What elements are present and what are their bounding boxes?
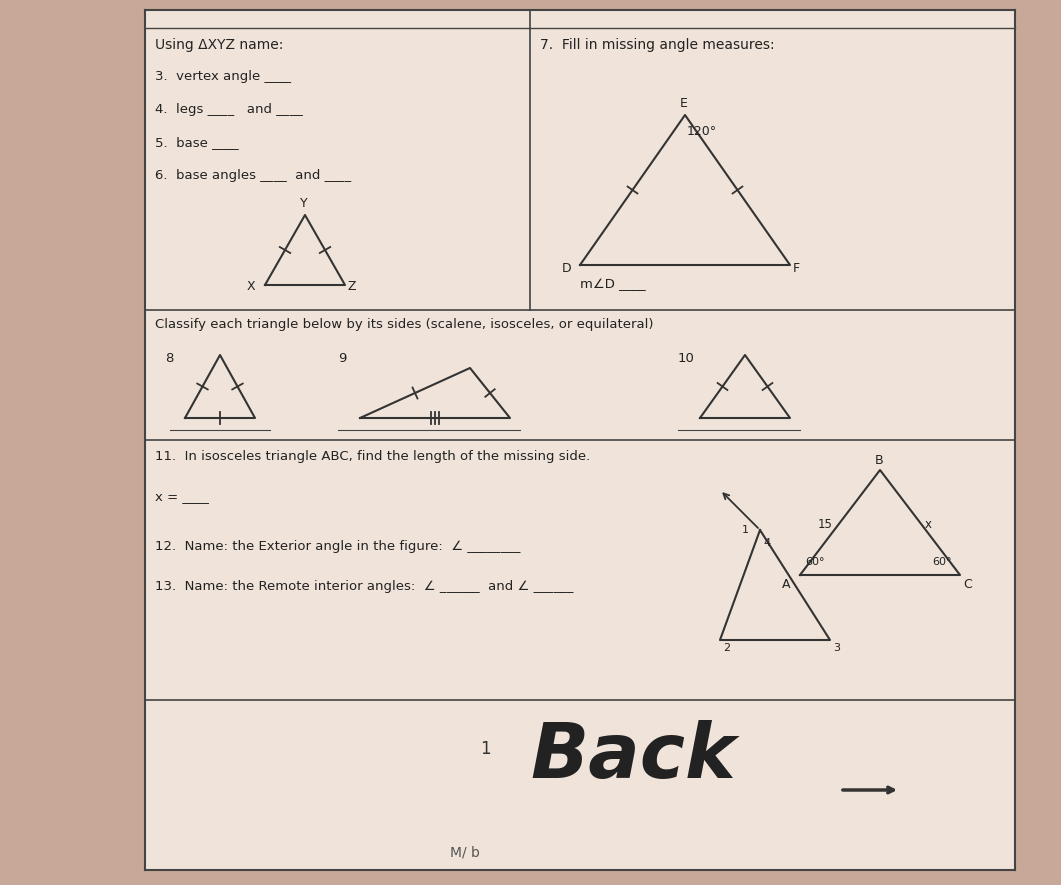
Text: 2: 2 <box>723 643 730 653</box>
Text: 10: 10 <box>678 352 695 365</box>
Text: Z: Z <box>348 280 356 293</box>
Text: 4: 4 <box>763 538 770 548</box>
Text: 60°: 60° <box>932 557 952 567</box>
Text: Y: Y <box>300 197 308 210</box>
Text: D: D <box>562 262 572 275</box>
Text: 11.  In isosceles triangle ABC, find the length of the missing side.: 11. In isosceles triangle ABC, find the … <box>155 450 590 463</box>
Text: X: X <box>247 280 256 293</box>
Text: x = ____: x = ____ <box>155 490 209 503</box>
Text: F: F <box>793 262 800 275</box>
Bar <box>145 10 1015 870</box>
Text: A: A <box>782 578 790 591</box>
Text: m∠D ____: m∠D ____ <box>580 278 646 291</box>
Text: 6.  base angles ____  and ____: 6. base angles ____ and ____ <box>155 169 351 182</box>
Text: 1: 1 <box>480 740 490 758</box>
Text: Using ΔXYZ name:: Using ΔXYZ name: <box>155 38 283 52</box>
Text: 12.  Name: the Exterior angle in the figure:  ∠ ________: 12. Name: the Exterior angle in the figu… <box>155 540 520 553</box>
Text: E: E <box>680 97 688 110</box>
Text: Back: Back <box>530 720 735 794</box>
Text: 60°: 60° <box>805 557 824 567</box>
Text: Classify each triangle below by its sides (scalene, isosceles, or equilateral): Classify each triangle below by its side… <box>155 318 654 331</box>
Text: C: C <box>963 578 972 591</box>
Text: B: B <box>875 454 884 467</box>
Text: 120°: 120° <box>688 125 717 138</box>
Text: 3.  vertex angle ____: 3. vertex angle ____ <box>155 70 291 83</box>
Text: 15: 15 <box>818 518 833 530</box>
Text: 9: 9 <box>338 352 346 365</box>
Text: x: x <box>925 518 932 530</box>
Text: 5.  base ____: 5. base ____ <box>155 136 239 149</box>
Text: 7.  Fill in missing angle measures:: 7. Fill in missing angle measures: <box>540 38 775 52</box>
Text: 13.  Name: the Remote interior angles:  ∠ ______  and ∠ ______: 13. Name: the Remote interior angles: ∠ … <box>155 580 573 593</box>
Text: 8: 8 <box>166 352 173 365</box>
Text: M/ b: M/ b <box>450 845 480 859</box>
Text: 3: 3 <box>833 643 840 653</box>
Text: 1: 1 <box>742 525 749 535</box>
Text: 4.  legs ____   and ____: 4. legs ____ and ____ <box>155 103 302 116</box>
